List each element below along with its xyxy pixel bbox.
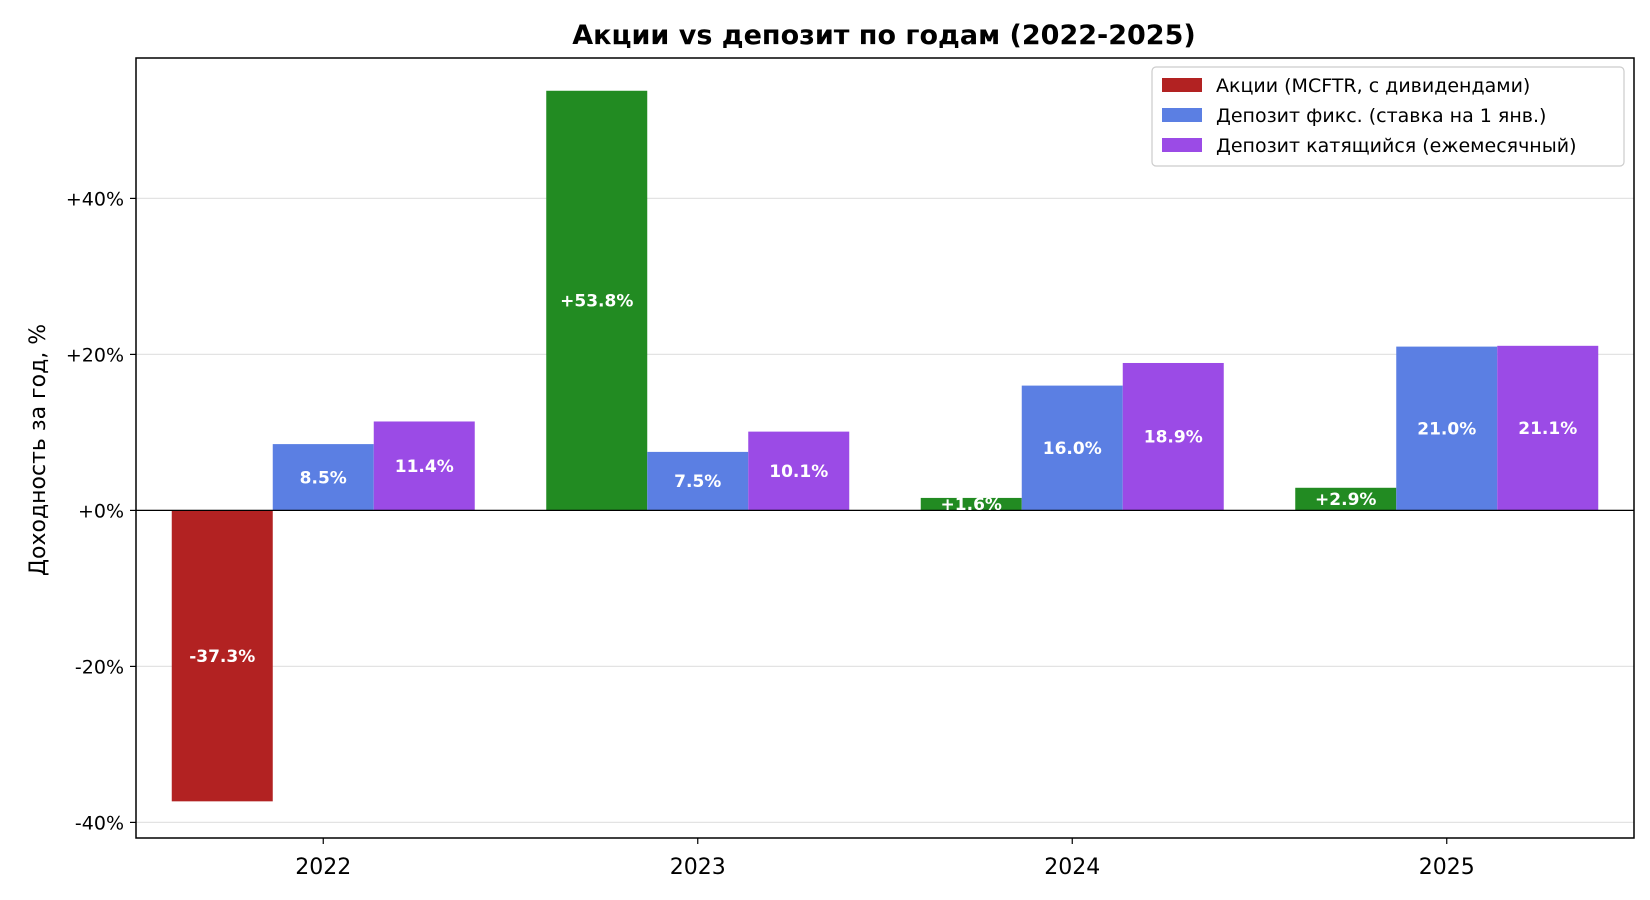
x-tick-label: 2022 <box>295 855 351 880</box>
x-tick-label: 2024 <box>1044 855 1100 880</box>
bar-s0-2022 <box>171 510 273 802</box>
x-tick-label: 2023 <box>670 855 726 880</box>
bar-labels: -37.3% 8.5% 11.4% +53.8% 7.5% 10.1% +1.6% 16.0%… <box>189 292 1577 667</box>
y-axis-label: Доходность за год, % <box>26 324 51 576</box>
legend-swatch-0 <box>1162 78 1202 92</box>
legend-swatch-1 <box>1162 108 1202 122</box>
bar-value-label: 21.1% <box>1518 419 1577 439</box>
bar-s2-2025 <box>1497 345 1599 511</box>
bar-value-label: 7.5% <box>674 472 721 492</box>
bar-value-label: +1.6% <box>941 495 1002 515</box>
bar-s0-2024 <box>920 497 1022 511</box>
y-tick-label: +40% <box>66 188 124 210</box>
bar-s0-2023 <box>546 90 648 511</box>
x-tick-label: 2025 <box>1419 855 1475 880</box>
chart-title: Акции vs депозит по годам (2022-2025) <box>572 20 1195 51</box>
bar-value-label: 21.0% <box>1417 420 1476 440</box>
bar-s2-2023 <box>748 431 850 511</box>
bar-value-label: +53.8% <box>560 292 633 312</box>
legend: Акции (MCFTR, с дивидендами) Депозит фикс… <box>1151 66 1625 167</box>
bar-s1-2023 <box>647 451 749 511</box>
legend-box <box>1151 66 1625 167</box>
bar-value-label: 18.9% <box>1144 428 1203 448</box>
axes: -40% -20% +0% +20% +40% 2022 2023 2024 2025 <box>66 57 1635 880</box>
bar-s1-2022 <box>272 444 374 511</box>
legend-swatch-2 <box>1162 138 1202 152</box>
legend-entry: Депозит катящийся (ежемесячный) <box>1216 135 1576 157</box>
y-tick-label: -40% <box>75 812 124 834</box>
legend-entry: Акции (MCFTR, с дивидендами) <box>1216 75 1530 97</box>
y-tick-label: +0% <box>78 500 124 522</box>
bar-value-label: +2.9% <box>1315 490 1376 510</box>
bar-s0-2025 <box>1295 487 1397 511</box>
bar-value-label: 11.4% <box>395 457 454 477</box>
bar-value-label: 10.1% <box>769 462 828 482</box>
plot-frame <box>135 57 1635 839</box>
bars <box>171 90 1599 802</box>
bar-s2-2022 <box>373 421 475 511</box>
bar-value-label: -37.3% <box>189 647 255 667</box>
bar-s1-2024 <box>1021 385 1123 511</box>
y-tick-label: -20% <box>75 656 124 678</box>
y-tick-label: +20% <box>66 344 124 366</box>
bar-s2-2024 <box>1122 362 1224 511</box>
bar-value-label: 8.5% <box>300 468 347 488</box>
bar-s1-2025 <box>1396 346 1498 511</box>
bar-value-label: 16.0% <box>1043 439 1102 459</box>
legend-entry: Депозит фикс. (ставка на 1 янв.) <box>1216 105 1546 127</box>
